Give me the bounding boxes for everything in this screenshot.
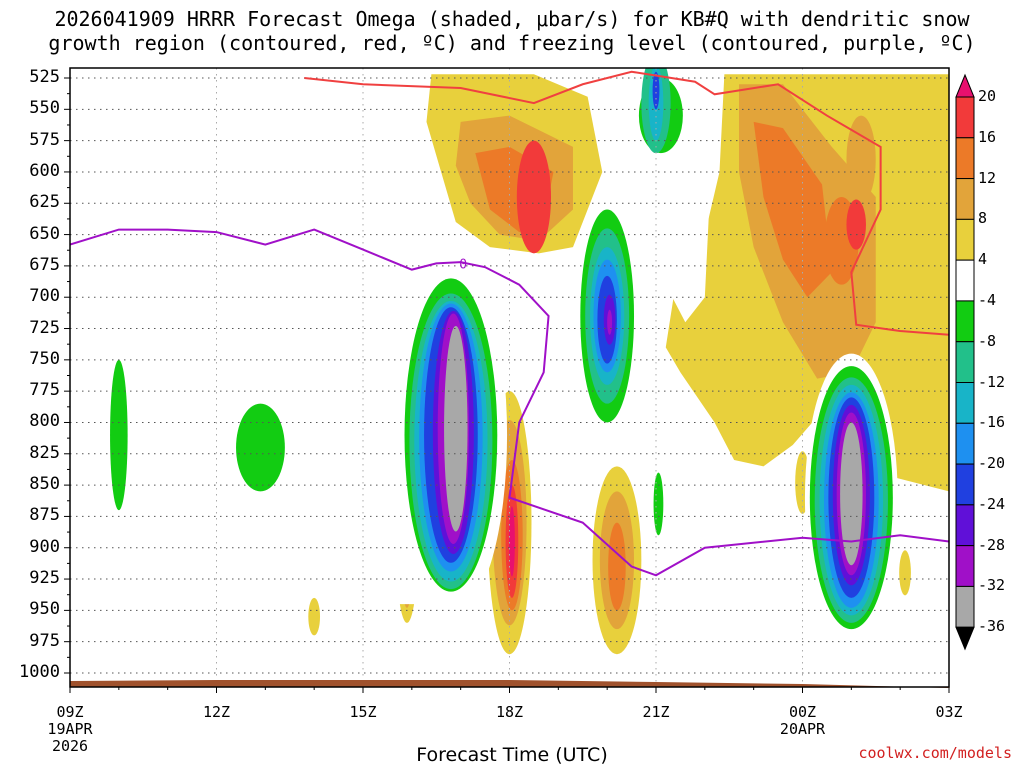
colorbar-label: -8	[978, 331, 997, 350]
y-tick-label: 875	[29, 505, 60, 526]
colorbar-swatch	[955, 585, 975, 628]
colorbar-label: -16	[978, 413, 1006, 432]
omega-region-positive	[516, 140, 552, 254]
omega-region-positive	[846, 199, 866, 250]
omega-region-negative	[444, 326, 468, 532]
y-tick-label: 675	[29, 254, 60, 275]
omega-region-positive	[753, 121, 832, 298]
plot-frame	[69, 67, 950, 688]
x-tick-label: 12Z	[202, 703, 231, 721]
colorbar-swatch	[955, 545, 975, 587]
omega-region-positive	[899, 550, 911, 596]
colorbar-label: 12	[978, 168, 997, 187]
colorbar-swatch	[955, 96, 975, 139]
x-date-label: 19APR	[47, 720, 93, 738]
dendritic-growth-line	[304, 70, 949, 336]
colorbar-label: -32	[978, 576, 1006, 595]
colorbar-swatch	[955, 382, 975, 424]
omega-region-negative	[110, 359, 128, 511]
credit-text: coolwx.com/models	[858, 744, 1012, 762]
x-tick-label: 18Z	[495, 703, 524, 721]
x-tick-label: 15Z	[349, 703, 377, 721]
colorbar-swatch	[955, 422, 975, 465]
colorbar-label: 8	[978, 209, 988, 228]
chart-title-line-2: growth region (contoured, red, ºC) and f…	[48, 31, 976, 55]
colorbar-swatch	[955, 137, 975, 180]
omega-region-positive	[608, 522, 626, 611]
omega-region-negative	[236, 403, 285, 492]
omega-shading	[94, 68, 949, 661]
colorbar-bottom-arrow	[955, 626, 975, 651]
x-year-label: 2026	[51, 737, 89, 755]
colorbar-label: 16	[978, 127, 997, 146]
colorbar-swatch	[955, 178, 975, 220]
y-tick-label: 625	[29, 192, 60, 213]
colorbar-label: -12	[978, 372, 1006, 391]
dendritic-growth-contour	[304, 70, 949, 336]
terrain-surface	[70, 680, 949, 688]
y-tick-label: 850	[29, 474, 60, 495]
omega-region-negative	[607, 309, 613, 335]
y-tick-label: 575	[29, 129, 60, 150]
colorbar-label: 20	[978, 87, 997, 105]
x-tick-label: 09Z	[56, 703, 84, 721]
y-tick-label: 700	[29, 286, 60, 307]
y-tick-label: 775	[29, 380, 60, 401]
x-tick-label: 00Z	[788, 703, 817, 721]
colorbar-swatch	[955, 341, 975, 384]
y-tick-label: 750	[29, 348, 60, 369]
colorbar-label: -20	[978, 454, 1006, 473]
y-tick-label: 825	[29, 442, 60, 463]
freezing-level-contour: 0	[70, 228, 949, 577]
colorbar-swatch	[955, 218, 975, 261]
omega-region-negative	[551, 528, 561, 617]
plot-border	[69, 67, 950, 688]
colorbar-label: -36	[978, 617, 1006, 636]
freezing-level-label: 0	[459, 257, 467, 272]
colorbar-label: -24	[978, 494, 1006, 513]
freezing-level-line	[70, 228, 949, 577]
omega-region-negative	[201, 234, 237, 398]
omega-region-positive	[509, 506, 515, 577]
colorbar-label: -28	[978, 535, 1006, 554]
omega-region-negative	[652, 71, 660, 110]
omega-region-positive	[308, 597, 321, 636]
omega-region-negative	[840, 422, 863, 566]
colorbar-top-arrow	[955, 73, 975, 98]
colorbar-label: 4	[978, 250, 988, 269]
x-tick-label: 03Z	[935, 703, 963, 721]
y-tick-label: 800	[29, 411, 60, 432]
omega-region-positive	[846, 115, 876, 204]
y-tick-label: 550	[29, 98, 60, 119]
colorbar-swatch	[955, 463, 975, 506]
y-tick-label: 1000	[19, 662, 60, 682]
chart-title-line-1: 2026041909 HRRR Forecast Omega (shaded, …	[54, 7, 970, 31]
x-tick-label: 21Z	[642, 703, 670, 721]
y-tick-label: 975	[29, 630, 60, 651]
colorbar	[955, 73, 975, 651]
colorbar-swatch	[955, 300, 975, 343]
y-tick-label: 525	[29, 67, 60, 87]
y-tick-label: 900	[29, 536, 60, 557]
omega-region-negative	[653, 472, 664, 536]
x-date-label: 20APR	[779, 720, 826, 738]
colorbar-swatch	[955, 259, 975, 302]
colorbar-label: -4	[978, 290, 997, 309]
y-tick-label: 600	[29, 160, 60, 181]
terrain-band	[70, 680, 949, 688]
y-tick-label: 950	[29, 599, 60, 620]
y-tick-label: 925	[29, 568, 60, 589]
y-tick-label: 650	[29, 223, 60, 244]
colorbar-swatch	[955, 504, 975, 547]
x-axis-label: Forecast Time (UTC)	[416, 744, 608, 766]
y-tick-label: 725	[29, 317, 60, 338]
omega-region-negative	[656, 96, 710, 323]
